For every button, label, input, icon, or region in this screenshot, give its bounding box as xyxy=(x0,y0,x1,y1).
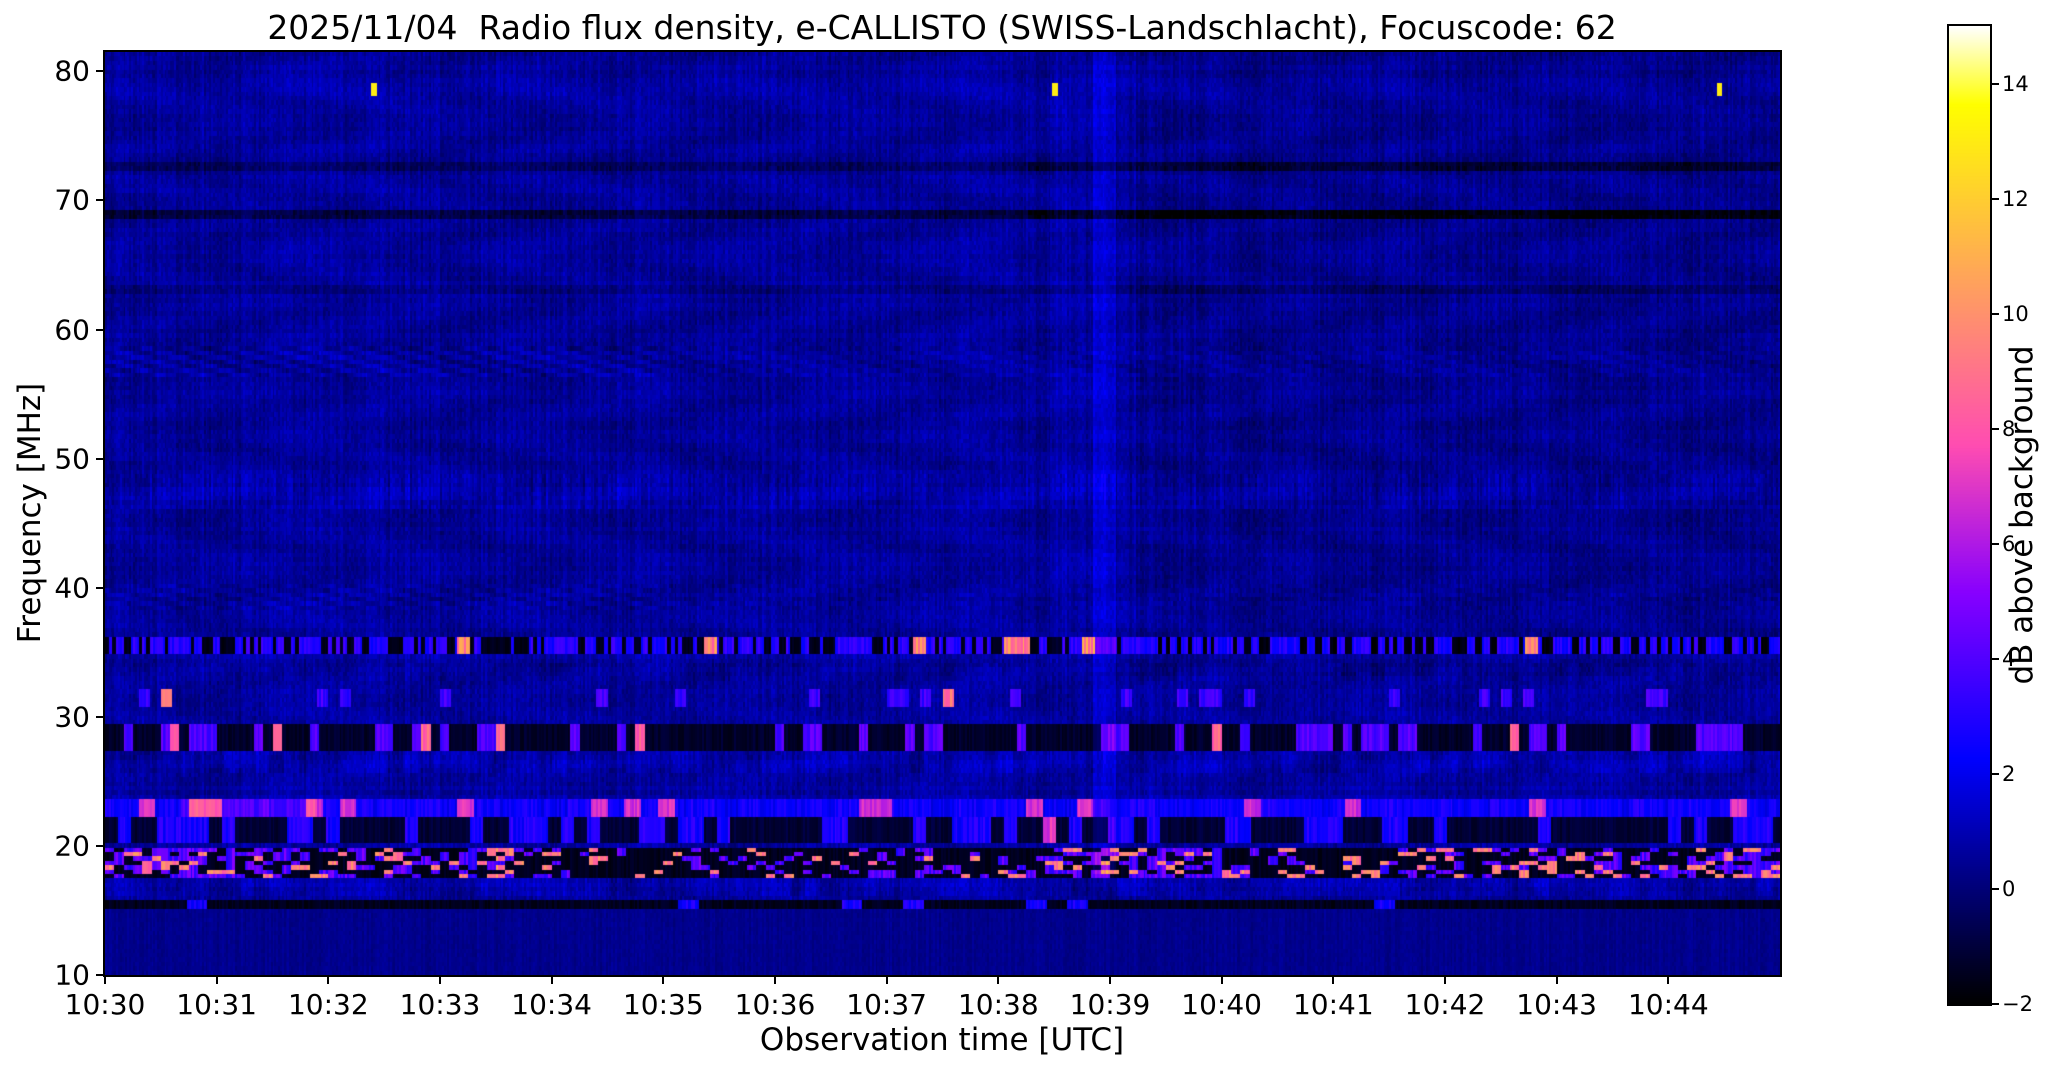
colorbar-tick-label: 6 xyxy=(2002,531,2016,556)
spectrogram-plot xyxy=(103,50,1782,977)
x-tick-label: 10:34 xyxy=(511,988,593,1021)
y-tick-label: 60 xyxy=(54,313,90,347)
y-tick-label: 20 xyxy=(54,829,90,863)
x-tick-mark xyxy=(327,975,330,984)
colorbar-tick-mark xyxy=(1990,772,1999,775)
x-tick-label: 10:38 xyxy=(957,988,1039,1021)
colorbar-tick-mark xyxy=(1990,82,1999,85)
x-tick-mark xyxy=(439,975,441,984)
y-tick-mark xyxy=(96,586,105,589)
x-tick-mark xyxy=(215,975,218,984)
y-tick-mark xyxy=(96,844,105,847)
y-tick-mark xyxy=(96,974,105,976)
colorbar-tick-label: 4 xyxy=(2002,646,2016,671)
spectrogram-canvas xyxy=(105,52,1780,975)
colorbar-tick-label: −2 xyxy=(2002,992,2033,1016)
y-tick-mark xyxy=(96,715,105,718)
y-tick-label: 40 xyxy=(54,571,90,605)
colorbar-canvas xyxy=(1949,26,1990,1004)
colorbar-tick-mark xyxy=(1990,657,1999,660)
x-tick-mark xyxy=(1444,975,1446,984)
colorbar-tick-label: 0 xyxy=(2002,876,2016,901)
x-tick-label: 10:41 xyxy=(1292,988,1374,1021)
x-tick-label: 10:39 xyxy=(1069,988,1151,1021)
x-tick-mark xyxy=(997,975,1000,984)
y-tick-mark xyxy=(96,199,105,202)
x-axis-label: Observation time [UTC] xyxy=(759,1022,1125,1058)
chart-title: 2025/11/04 Radio flux density, e-CALLIST… xyxy=(267,8,1617,47)
colorbar-tick-mark xyxy=(1990,197,1999,200)
x-tick-mark xyxy=(1109,975,1111,984)
y-tick-label: 80 xyxy=(54,54,90,88)
x-tick-mark xyxy=(1555,975,1558,984)
x-tick-mark xyxy=(1332,975,1335,984)
colorbar-tick-label: 14 xyxy=(2002,71,2029,96)
y-tick-label: 70 xyxy=(54,183,90,217)
colorbar-tick-label: 8 xyxy=(2002,416,2016,441)
x-tick-label: 10:42 xyxy=(1404,988,1486,1021)
x-tick-mark xyxy=(1220,975,1223,984)
y-tick-mark xyxy=(96,70,105,73)
x-tick-label: 10:36 xyxy=(734,988,816,1021)
y-axis-label: Frequency [MHz] xyxy=(12,382,48,644)
colorbar-tick-label: 12 xyxy=(2002,186,2029,211)
colorbar-tick-mark xyxy=(1990,312,1999,315)
x-tick-mark xyxy=(662,975,665,984)
x-tick-mark xyxy=(550,975,553,984)
x-tick-label: 10:37 xyxy=(846,988,928,1021)
y-tick-mark xyxy=(96,328,105,331)
colorbar-tick-mark xyxy=(1990,542,1999,545)
y-tick-label: 30 xyxy=(54,700,90,734)
y-tick-label: 50 xyxy=(54,442,90,476)
x-tick-label: 10:43 xyxy=(1516,988,1598,1021)
colorbar-tick-mark xyxy=(1990,1003,1999,1005)
x-tick-label: 10:33 xyxy=(399,988,481,1021)
colorbar xyxy=(1947,24,1992,1006)
x-tick-mark xyxy=(1667,975,1670,984)
colorbar-tick-label: 2 xyxy=(2002,761,2016,786)
colorbar-tick-mark xyxy=(1990,427,1999,430)
x-tick-label: 10:35 xyxy=(622,988,704,1021)
colorbar-label: dB above background xyxy=(2004,345,2040,685)
x-tick-mark xyxy=(885,975,888,984)
y-tick-mark xyxy=(96,457,105,460)
colorbar-tick-label: 10 xyxy=(2002,301,2029,326)
y-tick-label: 10 xyxy=(54,958,90,992)
x-tick-mark xyxy=(104,975,106,984)
x-tick-label: 10:32 xyxy=(287,988,369,1021)
x-tick-label: 10:30 xyxy=(64,988,146,1021)
x-tick-label: 10:44 xyxy=(1627,988,1709,1021)
colorbar-tick-mark xyxy=(1990,887,1999,890)
x-tick-label: 10:31 xyxy=(176,988,258,1021)
x-tick-mark xyxy=(774,975,776,984)
x-tick-label: 10:40 xyxy=(1181,988,1263,1021)
